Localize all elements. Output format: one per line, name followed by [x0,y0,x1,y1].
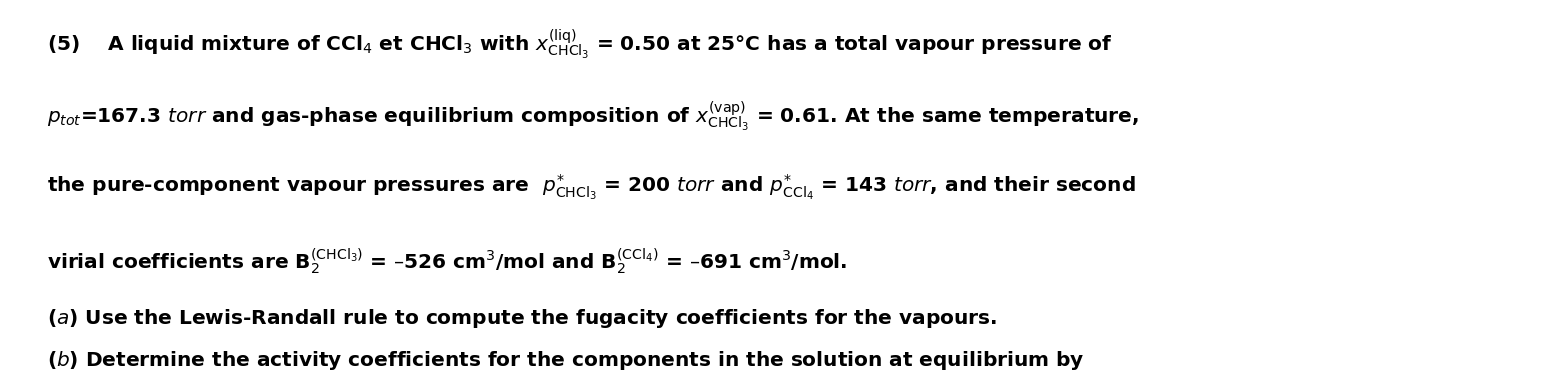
Text: virial coefficients are B$_2^{\mathrm{(CHCl_3)}}$ = –526 cm$^3$/mol and B$_2^{\m: virial coefficients are B$_2^{\mathrm{(C… [47,246,847,277]
Text: ($a$) Use the Lewis-Randall rule to compute the fugacity coefficients for the va: ($a$) Use the Lewis-Randall rule to comp… [47,307,997,329]
Text: the pure-component vapour pressures are  $p^{*}_{\mathrm{CHCl_3}}$ = 200 $torr$ : the pure-component vapour pressures are … [47,173,1135,203]
Text: (5)    A liquid mixture of CCl$_4$ et CHCl$_3$ with $x^{\mathrm{(liq)}}_{\mathrm: (5) A liquid mixture of CCl$_4$ et CHCl$… [47,27,1113,61]
Text: ($b$) Determine the activity coefficients for the components in the solution at : ($b$) Determine the activity coefficient… [47,349,1085,372]
Text: $p_{tot}$=167.3 $torr$ and gas-phase equilibrium composition of $x^{\mathrm{(vap: $p_{tot}$=167.3 $torr$ and gas-phase equ… [47,99,1138,133]
